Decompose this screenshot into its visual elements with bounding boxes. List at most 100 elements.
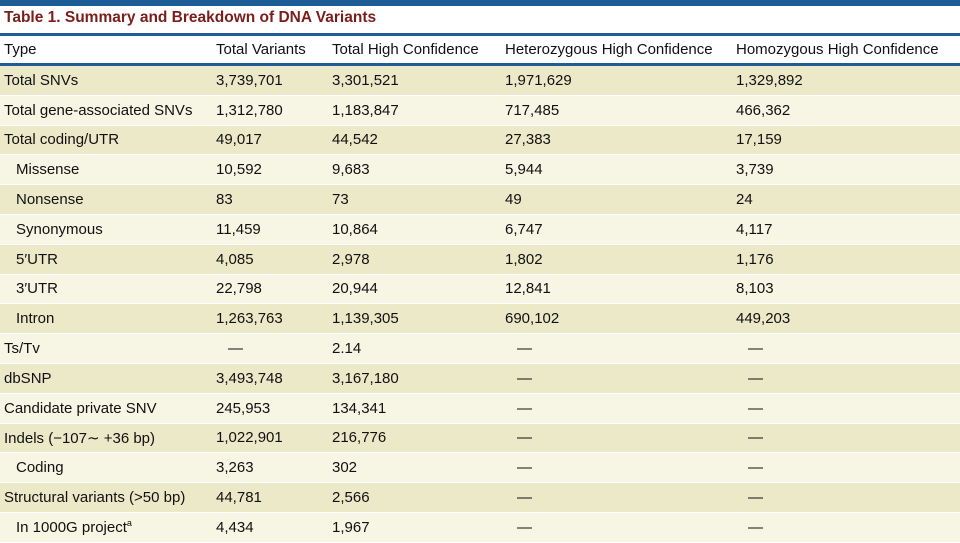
cell-value: 44,542 [332, 131, 378, 149]
row-value-cell: 216,776 [328, 423, 501, 454]
cell-value: 4,085 [216, 250, 254, 268]
cell-value: 49,017 [216, 131, 262, 149]
row-value-cell: 3,739,701 [212, 64, 328, 96]
cell-value: 216,776 [332, 429, 387, 447]
cell-value: 2.14 [332, 340, 362, 358]
cell-value: 690,102 [505, 310, 560, 328]
row-value-cell: 1,971,629 [501, 64, 732, 96]
cell-value: 1,329,892 [736, 71, 803, 89]
cell-value: 3,739,701 [216, 71, 283, 89]
cell-value: 6,747 [505, 220, 543, 238]
row-value-cell: 1,329,892 [732, 64, 960, 96]
row-value-cell: 1,967 [328, 512, 501, 543]
cell-value: 10,864 [332, 220, 378, 238]
row-type-label: Missense [16, 161, 80, 179]
cell-value: — [748, 369, 763, 387]
cell-value: 245,953 [216, 399, 271, 417]
row-value-cell: 2.14 [328, 333, 501, 364]
row-value-cell: — [732, 363, 960, 394]
row-type-cell: Total SNVs [0, 64, 212, 96]
table-row: Missense 10,592 9,683 5,944 3,739 [0, 154, 960, 186]
row-value-cell: 3,167,180 [328, 363, 501, 394]
row-value-cell: 9,683 [328, 154, 501, 186]
cell-value: — [517, 369, 532, 387]
cell-value: — [748, 489, 763, 507]
row-value-cell: — [501, 512, 732, 543]
row-value-cell: 5,944 [501, 154, 732, 186]
cell-value: — [517, 429, 532, 447]
cell-value: 466,362 [736, 101, 791, 119]
row-type-cell: Total coding/UTR [0, 125, 212, 156]
row-value-cell: 1,183,847 [328, 95, 501, 126]
cell-value: 49 [505, 191, 522, 209]
row-type-label: Coding [16, 459, 64, 477]
row-value-cell: 4,117 [732, 214, 960, 245]
row-value-cell: 44,781 [212, 482, 328, 513]
row-value-cell: 10,592 [212, 154, 328, 186]
row-value-cell: 1,263,763 [212, 303, 328, 335]
row-value-cell: 717,485 [501, 95, 732, 126]
row-value-cell: — [501, 452, 732, 484]
cell-value: — [748, 429, 763, 447]
row-value-cell: — [732, 423, 960, 454]
cell-value: 22,798 [216, 280, 262, 298]
cell-value: 717,485 [505, 101, 560, 119]
header-row: Type Total Variants Total High Confidenc… [0, 36, 960, 66]
row-value-cell: 49,017 [212, 125, 328, 156]
title-rule [0, 33, 960, 36]
row-type-label: Total gene-associated SNVs [4, 101, 193, 119]
cell-value: 1,263,763 [216, 310, 283, 328]
row-value-cell: 134,341 [328, 393, 501, 424]
table-row: Total gene-associated SNVs 1,312,780 1,183… [0, 95, 960, 126]
row-type-cell: 5′UTR [0, 244, 212, 275]
row-type-label: 5′UTR [16, 250, 58, 268]
cell-value: 20,944 [332, 280, 378, 298]
row-type-label: Structural variants (>50 bp) [4, 489, 186, 507]
row-value-cell: — [501, 333, 732, 364]
row-value-cell: — [732, 512, 960, 543]
cell-value: 3,301,521 [332, 71, 399, 89]
row-value-cell: — [732, 393, 960, 424]
cell-value: 3,493,748 [216, 369, 283, 387]
row-value-cell: — [732, 482, 960, 513]
table-row: Indels (−107∼ +36 bp) 1,022,901 216,776 — — [0, 423, 960, 454]
cell-value: — [517, 399, 532, 417]
row-value-cell: 8,103 [732, 274, 960, 305]
row-type-cell: Coding [0, 452, 212, 484]
row-value-cell: 1,802 [501, 244, 732, 275]
row-type-cell: dbSNP [0, 363, 212, 394]
cell-value: 449,203 [736, 310, 791, 328]
row-type-cell: Total gene-associated SNVs [0, 95, 212, 126]
row-value-cell: 49 [501, 184, 732, 215]
row-type-cell: Structural variants (>50 bp) [0, 482, 212, 513]
row-type-cell: Ts/Tv [0, 333, 212, 364]
row-type-cell: Synonymous [0, 214, 212, 245]
row-value-cell: 466,362 [732, 95, 960, 126]
row-value-cell: 1,139,305 [328, 303, 501, 335]
row-type-label: 3′UTR [16, 280, 58, 298]
row-type-cell: 3′UTR [0, 274, 212, 305]
row-type-cell: In 1000G projecta [0, 512, 212, 543]
row-value-cell: 3,301,521 [328, 64, 501, 96]
row-value-cell: 1,176 [732, 244, 960, 275]
column-header-total-variants: Total Variants [212, 36, 328, 66]
row-type-label: Ts/Tv [4, 340, 40, 358]
table-row: Nonsense 83 73 49 24 [0, 184, 960, 215]
cell-value: 1,971,629 [505, 71, 572, 89]
cell-value: 1,312,780 [216, 101, 283, 119]
table-row: Structural variants (>50 bp) 44,781 2,566 —… [0, 482, 960, 513]
cell-value: 1,183,847 [332, 101, 399, 119]
cell-value: 9,683 [332, 161, 370, 179]
cell-value: 11,459 [216, 220, 261, 238]
table-row: dbSNP 3,493,748 3,167,180 — — [0, 363, 960, 394]
row-type-cell: Missense [0, 154, 212, 186]
row-value-cell: 20,944 [328, 274, 501, 305]
row-value-cell: 44,542 [328, 125, 501, 156]
cell-value: 1,176 [736, 250, 774, 268]
row-value-cell: 24 [732, 184, 960, 215]
variants-table: Type Total Variants Total High Confidenc… [0, 36, 960, 543]
cell-value: 17,159 [736, 131, 782, 149]
top-rule [0, 0, 960, 6]
row-value-cell: 1,312,780 [212, 95, 328, 126]
cell-value: 4,434 [216, 518, 254, 536]
